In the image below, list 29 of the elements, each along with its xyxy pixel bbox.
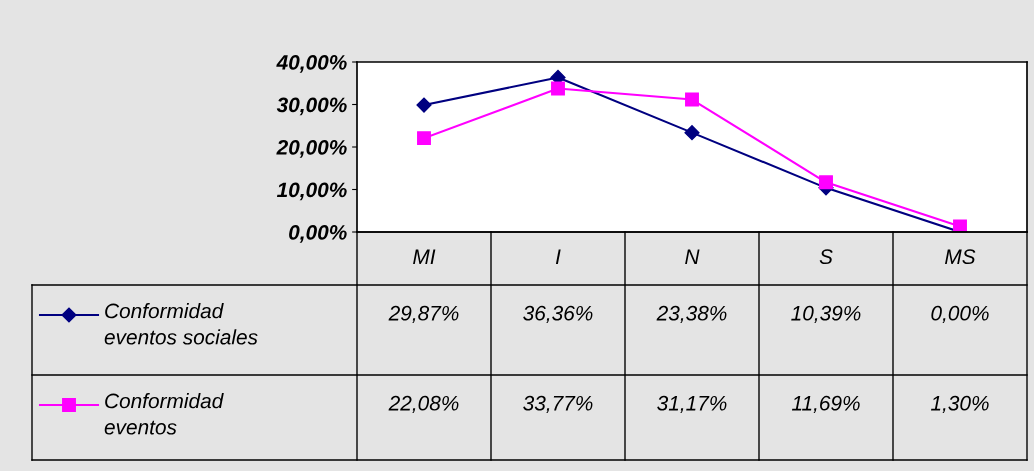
point bbox=[685, 92, 699, 107]
x-tick-label: MS bbox=[945, 249, 976, 265]
x-tick-label: MI bbox=[413, 249, 436, 264]
legend-label: Conformidad eventos bbox=[104, 393, 224, 435]
data-label: 36,36% bbox=[523, 305, 593, 324]
data-label: 29,87% bbox=[388, 305, 459, 324]
point bbox=[953, 219, 967, 232]
x-tick-label: N bbox=[685, 249, 700, 264]
y-tick-label: 20,00% bbox=[276, 140, 347, 158]
y-tick-label: 40,00% bbox=[276, 55, 347, 73]
data-label: 31,17% bbox=[657, 395, 727, 414]
point bbox=[684, 125, 700, 141]
x-tick-label: S bbox=[819, 249, 833, 265]
data-label: 33,77% bbox=[523, 395, 593, 414]
y-tick-label: 30,00% bbox=[276, 97, 347, 116]
point bbox=[551, 81, 565, 96]
point bbox=[819, 175, 833, 190]
legend-label: Conformidad eventos sociales bbox=[104, 303, 258, 345]
point bbox=[416, 97, 432, 113]
data-label: 10,39% bbox=[791, 305, 861, 324]
point bbox=[417, 131, 431, 146]
data-label: 22,08% bbox=[388, 395, 459, 414]
data-label: 23,38% bbox=[656, 305, 727, 324]
data-label: 1,30% bbox=[931, 395, 989, 414]
y-tick-label: 0,00% bbox=[289, 225, 347, 243]
x-tick-label: I bbox=[555, 249, 561, 264]
y-tick-label: 10,00% bbox=[276, 182, 347, 201]
data-label: 11,69% bbox=[791, 395, 860, 414]
data-label: 0,00% bbox=[931, 305, 989, 324]
